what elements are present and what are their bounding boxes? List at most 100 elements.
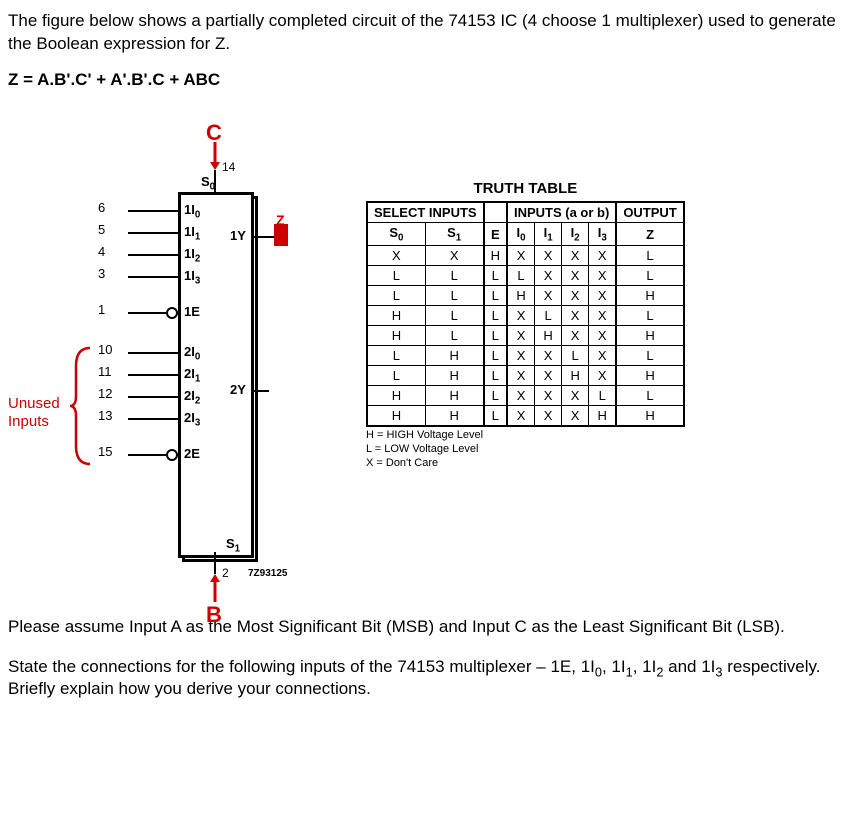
- cell: X: [589, 326, 617, 346]
- cell: L: [367, 286, 425, 306]
- pin-label: 2I0: [184, 344, 200, 363]
- cell: H: [425, 366, 483, 386]
- cell: X: [562, 266, 589, 286]
- pin-label: 1I1: [184, 224, 200, 243]
- cell: L: [507, 266, 535, 286]
- cell: L: [484, 326, 507, 346]
- wire-left: [128, 418, 178, 420]
- th-i1: I1: [535, 222, 562, 246]
- cell: H: [535, 326, 562, 346]
- cell: L: [562, 346, 589, 366]
- cell: L: [484, 366, 507, 386]
- th-i3: I3: [589, 222, 617, 246]
- pin-num: 15: [98, 444, 112, 459]
- out-1y-label: 1Y: [230, 228, 246, 243]
- wire-1y: [251, 236, 276, 238]
- cell: L: [616, 346, 683, 366]
- pin-2: 2: [222, 566, 229, 580]
- pin-num: 4: [98, 244, 105, 259]
- table-row: LLLLXXXL: [367, 266, 684, 286]
- wire-left: [128, 276, 178, 278]
- pin-label: 1I0: [184, 202, 200, 221]
- legend: H = HIGH Voltage Level L = LOW Voltage L…: [366, 429, 685, 470]
- ic-diagram: C 14 S0 61I051I141I231I311E102I0112I1122…: [8, 120, 358, 590]
- cell: H: [425, 406, 483, 427]
- cell: X: [562, 286, 589, 306]
- cell: X: [535, 366, 562, 386]
- cell: L: [425, 286, 483, 306]
- cell: H: [425, 346, 483, 366]
- cell: L: [425, 266, 483, 286]
- table-row: HLLXHXXH: [367, 326, 684, 346]
- cell: L: [616, 266, 683, 286]
- wire-left: [128, 396, 178, 398]
- arrow-up-icon: [210, 574, 220, 602]
- pin-label: 1I3: [184, 268, 200, 287]
- cell: X: [589, 246, 617, 266]
- pin-num: 13: [98, 408, 112, 423]
- cell: L: [589, 386, 617, 406]
- table-row: XXHXXXXL: [367, 246, 684, 266]
- wire-bottom: [214, 552, 216, 574]
- truth-table: SELECT INPUTS INPUTS (a or b) OUTPUT S0 …: [366, 201, 685, 428]
- cell: X: [507, 386, 535, 406]
- pin-14: 14: [222, 160, 235, 174]
- cell: X: [562, 306, 589, 326]
- wire-left: [128, 312, 168, 314]
- cell: X: [562, 326, 589, 346]
- cell: X: [507, 246, 535, 266]
- arrow-down-icon: [210, 142, 220, 170]
- wire-2y: [251, 390, 269, 392]
- cell: H: [367, 406, 425, 427]
- pin-label: 2I1: [184, 366, 200, 385]
- th-inputs: INPUTS (a or b): [507, 202, 616, 223]
- wire-left: [128, 374, 178, 376]
- cell: H: [616, 326, 683, 346]
- cell: X: [562, 246, 589, 266]
- cell: L: [616, 306, 683, 326]
- cell: L: [484, 346, 507, 366]
- th-output: OUTPUT: [616, 202, 683, 223]
- cell: X: [589, 306, 617, 326]
- cell: L: [484, 406, 507, 427]
- cell: X: [535, 386, 562, 406]
- th-e-blank: [484, 202, 507, 223]
- question-text: State the connections for the following …: [8, 657, 848, 699]
- cell: L: [484, 266, 507, 286]
- wire-left: [128, 254, 178, 256]
- pin-label: 1E: [184, 304, 200, 319]
- wire-left: [128, 352, 178, 354]
- table-row: LHLXXLXL: [367, 346, 684, 366]
- cell: H: [616, 406, 683, 427]
- cell: H: [367, 326, 425, 346]
- cell: X: [507, 366, 535, 386]
- table-row: LLLHXXXH: [367, 286, 684, 306]
- cell: X: [507, 346, 535, 366]
- cell: X: [589, 286, 617, 306]
- cell: X: [535, 246, 562, 266]
- table-row: HHLXXXHH: [367, 406, 684, 427]
- bracket-icon: [70, 346, 94, 466]
- cell: L: [367, 366, 425, 386]
- pin-label: 2I3: [184, 410, 200, 429]
- cell: L: [484, 386, 507, 406]
- table-row: HLLXLXXL: [367, 306, 684, 326]
- cell: H: [484, 246, 507, 266]
- cell: X: [507, 326, 535, 346]
- pin-num: 3: [98, 266, 105, 281]
- cell: L: [484, 286, 507, 306]
- cell: L: [616, 386, 683, 406]
- pin-num: 10: [98, 342, 112, 357]
- cell: X: [535, 346, 562, 366]
- truth-table-block: TRUTH TABLE SELECT INPUTS INPUTS (a or b…: [366, 180, 685, 471]
- th-select: SELECT INPUTS: [367, 202, 484, 223]
- th-s0: S0: [367, 222, 425, 246]
- cell: X: [425, 246, 483, 266]
- pin-num: 1: [98, 302, 105, 317]
- th-s1: S1: [425, 222, 483, 246]
- cell: L: [535, 306, 562, 326]
- bottom-variable-b: B: [206, 602, 222, 628]
- cell: X: [535, 286, 562, 306]
- wire-left: [128, 454, 168, 456]
- intro-text: The figure below shows a partially compl…: [8, 10, 848, 56]
